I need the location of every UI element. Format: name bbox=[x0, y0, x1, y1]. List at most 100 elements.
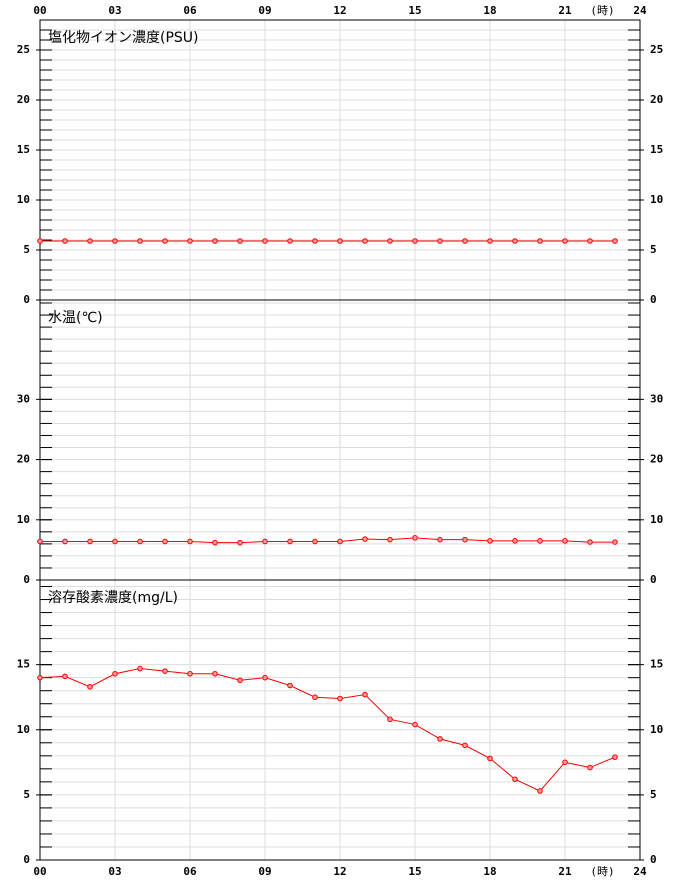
data-point bbox=[362, 238, 368, 244]
x-tick-label: 15 bbox=[408, 4, 421, 17]
y-tick-label: 25 bbox=[650, 43, 663, 56]
x-tick-label: 09 bbox=[258, 865, 271, 878]
x-tick-label: 06 bbox=[183, 4, 197, 17]
y-tick-label: 15 bbox=[650, 658, 663, 671]
data-point bbox=[62, 673, 68, 680]
y-tick-label: 20 bbox=[17, 93, 30, 106]
x-tick-label: 15 bbox=[408, 865, 421, 878]
data-point bbox=[362, 691, 368, 698]
data-point bbox=[562, 759, 568, 766]
y-tick-label: 5 bbox=[23, 243, 30, 256]
data-point bbox=[462, 536, 468, 543]
data-point bbox=[262, 238, 268, 244]
y-tick-label: 0 bbox=[650, 573, 657, 586]
x-tick-label: 21 bbox=[558, 4, 572, 17]
data-point bbox=[37, 674, 43, 681]
y-tick-label: 5 bbox=[650, 788, 657, 801]
data-point bbox=[237, 238, 243, 244]
y-tick-label: 20 bbox=[650, 93, 663, 106]
data-point bbox=[312, 238, 318, 244]
data-point bbox=[437, 736, 443, 742]
data-point bbox=[112, 238, 118, 244]
data-point bbox=[412, 721, 418, 728]
y-tick-label: 10 bbox=[650, 193, 663, 206]
series-line bbox=[39, 668, 616, 792]
data-point bbox=[137, 665, 143, 672]
x-tick-label: 03 bbox=[108, 865, 121, 878]
data-point bbox=[312, 694, 318, 701]
y-tick-label: 10 bbox=[650, 723, 663, 736]
data-point bbox=[212, 238, 218, 244]
x-tick-label: 24 bbox=[633, 4, 647, 17]
data-point bbox=[212, 670, 218, 677]
data-point bbox=[162, 238, 168, 244]
data-point bbox=[187, 238, 193, 244]
y-tick-label: 15 bbox=[650, 143, 663, 156]
data-point bbox=[437, 536, 443, 543]
data-point bbox=[387, 716, 393, 723]
y-tick-label: 0 bbox=[650, 853, 657, 866]
data-point bbox=[487, 238, 493, 244]
data-point bbox=[137, 538, 143, 545]
data-point bbox=[512, 238, 518, 244]
data-point bbox=[137, 238, 143, 244]
data-point bbox=[387, 238, 393, 244]
series-line bbox=[40, 537, 615, 544]
x-tick-label: 18 bbox=[483, 4, 496, 17]
data-point bbox=[162, 538, 168, 545]
panel-title: 塩化物イオン濃度(PSU) bbox=[48, 30, 199, 46]
y-tick-label: 15 bbox=[17, 658, 30, 671]
data-point bbox=[287, 682, 293, 689]
data-point bbox=[87, 538, 93, 545]
data-point bbox=[87, 683, 93, 690]
data-point bbox=[337, 695, 343, 702]
y-tick-label: 15 bbox=[17, 143, 30, 156]
data-point bbox=[237, 677, 243, 684]
data-point bbox=[37, 538, 43, 545]
y-tick-label: 0 bbox=[650, 293, 657, 306]
panel-frame bbox=[39, 579, 641, 861]
y-tick-label: 10 bbox=[17, 723, 30, 736]
y-tick-label: 25 bbox=[17, 43, 30, 56]
data-point bbox=[587, 539, 593, 545]
data-point bbox=[362, 536, 368, 542]
y-tick-label: 0 bbox=[23, 573, 30, 586]
data-point bbox=[487, 538, 493, 544]
data-point bbox=[187, 670, 193, 677]
x-tick-label: 06 bbox=[183, 865, 197, 878]
data-point bbox=[512, 776, 518, 783]
x-tick-label: 12 bbox=[333, 4, 346, 17]
data-point bbox=[487, 755, 493, 762]
x-tick-label: 21 bbox=[558, 865, 572, 878]
x-tick-label: 12 bbox=[333, 865, 346, 878]
data-point bbox=[287, 238, 293, 244]
y-tick-label: 20 bbox=[17, 453, 30, 466]
data-point bbox=[212, 539, 218, 546]
x-tick-label: 09 bbox=[258, 4, 271, 17]
data-point bbox=[337, 538, 343, 545]
y-tick-label: 10 bbox=[17, 513, 30, 526]
panel-title: 水温(℃) bbox=[48, 310, 103, 326]
data-point bbox=[512, 538, 518, 544]
data-point bbox=[112, 538, 118, 545]
y-tick-label: 20 bbox=[650, 453, 663, 466]
data-point bbox=[412, 238, 418, 244]
data-point bbox=[112, 670, 118, 677]
y-tick-label: 30 bbox=[17, 392, 30, 405]
data-point bbox=[537, 538, 543, 544]
data-point bbox=[537, 788, 543, 794]
data-point bbox=[562, 238, 568, 244]
data-point bbox=[612, 238, 618, 244]
data-point bbox=[462, 238, 468, 244]
data-point bbox=[462, 742, 468, 749]
x-tick-label: 18 bbox=[483, 865, 496, 878]
data-point bbox=[62, 238, 68, 244]
data-point bbox=[162, 668, 168, 674]
data-point bbox=[37, 238, 43, 244]
y-tick-label: 10 bbox=[17, 193, 30, 206]
x-unit: (時) bbox=[590, 4, 614, 17]
y-tick-label: 0 bbox=[23, 293, 30, 306]
data-point bbox=[437, 238, 443, 244]
data-point bbox=[312, 538, 318, 545]
data-point bbox=[587, 764, 593, 771]
